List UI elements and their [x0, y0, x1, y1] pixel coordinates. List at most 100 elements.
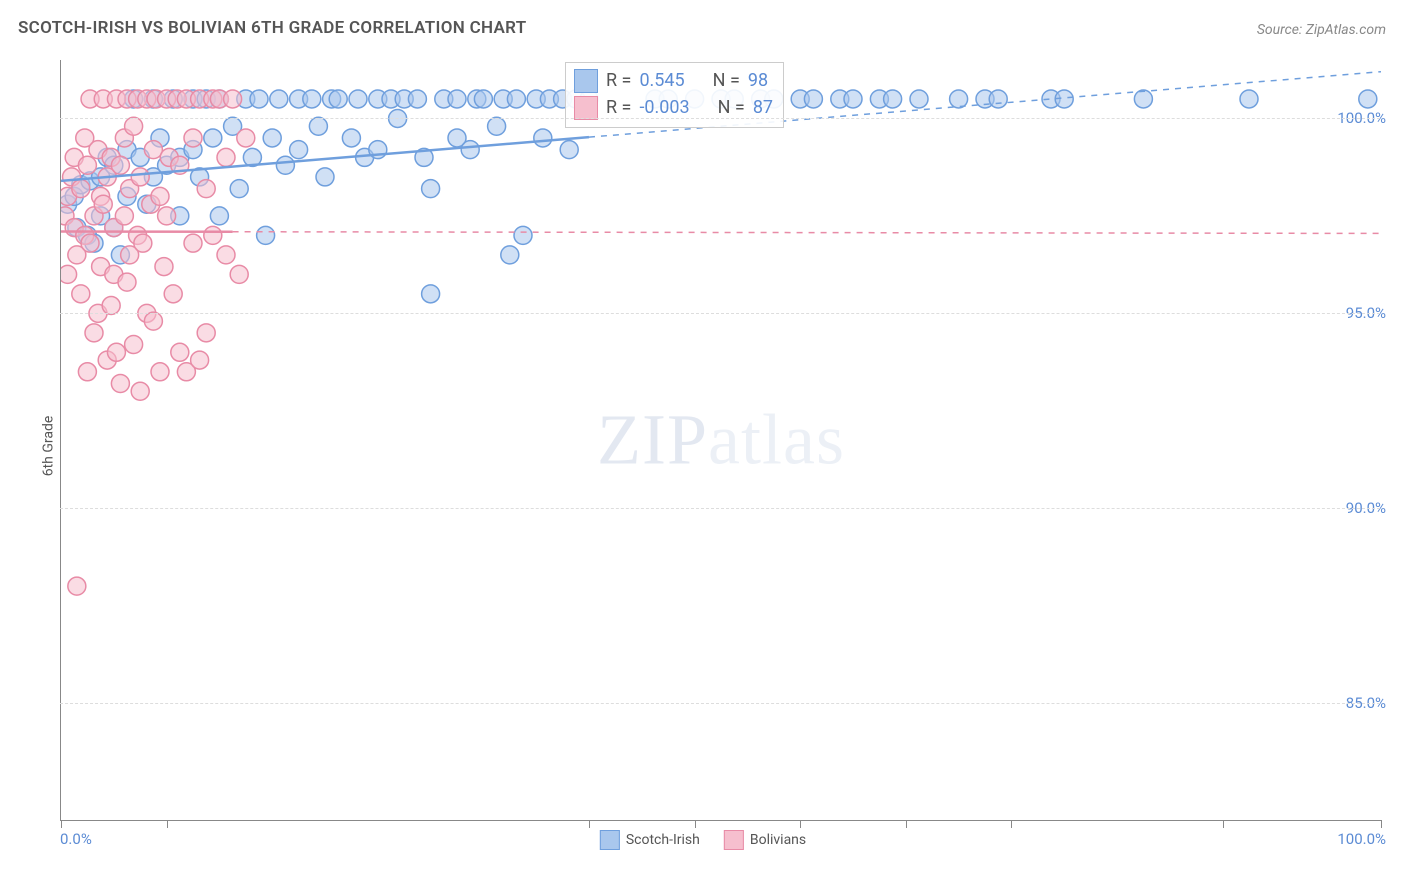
scatter-point	[78, 363, 96, 381]
scatter-point	[151, 363, 169, 381]
stats-row-0: R = 0.545 N = 98	[574, 67, 773, 94]
x-tick	[906, 820, 907, 828]
scatter-point	[1240, 90, 1258, 108]
scatter-point	[474, 90, 492, 108]
stats-n-label-0: N =	[713, 67, 740, 94]
x-tick	[1223, 820, 1224, 828]
x-tick	[61, 820, 62, 828]
scatter-point	[224, 90, 242, 108]
scatter-point	[303, 90, 321, 108]
legend-label-1: Bolivians	[750, 832, 806, 848]
scatter-point	[171, 343, 189, 361]
scatter-point	[290, 141, 308, 159]
scatter-point	[85, 324, 103, 342]
scatter-point	[507, 90, 525, 108]
scatter-point	[488, 117, 506, 135]
scatter-point	[144, 312, 162, 330]
scatter-point	[111, 374, 129, 392]
scatter-point	[191, 351, 209, 369]
legend-item-0: Scotch-Irish	[600, 830, 700, 850]
stats-r-value-0: 0.545	[639, 67, 684, 94]
stats-n-label-1: N =	[718, 94, 745, 121]
scatter-point	[560, 141, 578, 159]
scatter-point	[217, 148, 235, 166]
scatter-point	[276, 156, 294, 174]
scatter-point	[844, 90, 862, 108]
x-tick	[695, 820, 696, 828]
regression-line-dashed	[233, 232, 1381, 234]
x-tick	[800, 820, 801, 828]
scatter-point	[989, 90, 1007, 108]
scatter-point	[131, 168, 149, 186]
scatter-point	[316, 168, 334, 186]
scatter-point	[118, 273, 136, 291]
x-tick	[589, 820, 590, 828]
stats-r-label-0: R =	[606, 67, 631, 94]
y-axis-label: 6th Grade	[40, 416, 56, 477]
chart-title: SCOTCH-IRISH VS BOLIVIAN 6TH GRADE CORRE…	[18, 18, 526, 38]
scatter-point	[151, 187, 169, 205]
scatter-point	[134, 234, 152, 252]
scatter-point	[514, 226, 532, 244]
x-tick-label-max: 100.0%	[1337, 830, 1386, 848]
stats-swatch-0	[574, 69, 598, 93]
scatter-point	[501, 246, 519, 264]
scatter-point	[422, 180, 440, 198]
scatter-point	[158, 207, 176, 225]
scatter-svg	[61, 60, 1381, 820]
scatter-point	[68, 577, 86, 595]
scatter-point	[448, 90, 466, 108]
stats-n-value-0: 98	[748, 67, 768, 94]
scatter-point	[72, 285, 90, 303]
gridline-h	[60, 118, 1380, 119]
scatter-point	[950, 90, 968, 108]
gridline-h	[60, 508, 1380, 509]
scatter-point	[257, 226, 275, 244]
scatter-point	[197, 324, 215, 342]
scatter-point	[78, 156, 96, 174]
legend-item-1: Bolivians	[724, 830, 806, 850]
scatter-point	[72, 180, 90, 198]
scatter-point	[230, 180, 248, 198]
scatter-point	[910, 90, 928, 108]
bottom-legend: Scotch-Irish Bolivians	[600, 830, 806, 850]
scatter-point	[131, 382, 149, 400]
scatter-point	[884, 90, 902, 108]
scatter-point	[102, 297, 120, 315]
scatter-point	[81, 234, 99, 252]
scatter-point	[309, 117, 327, 135]
scatter-point	[408, 90, 426, 108]
scatter-point	[461, 141, 479, 159]
scatter-point	[115, 207, 133, 225]
gridline-h	[60, 703, 1380, 704]
scatter-point	[349, 90, 367, 108]
scatter-point	[111, 156, 129, 174]
scatter-point	[804, 90, 822, 108]
scatter-point	[1134, 90, 1152, 108]
scatter-point	[197, 180, 215, 198]
scatter-point	[61, 265, 77, 283]
stats-row-1: R = -0.003 N = 87	[574, 94, 773, 121]
legend-label-0: Scotch-Irish	[626, 832, 700, 848]
plot-area: ZIPatlas	[60, 60, 1381, 821]
scatter-point	[230, 265, 248, 283]
scatter-point	[422, 285, 440, 303]
scatter-point	[237, 129, 255, 147]
x-tick	[1011, 820, 1012, 828]
scatter-point	[263, 129, 281, 147]
x-tick-label-min: 0.0%	[60, 830, 92, 848]
gridline-h	[60, 313, 1380, 314]
source-attribution: Source: ZipAtlas.com	[1257, 22, 1386, 38]
legend-swatch-0	[600, 830, 620, 850]
scatter-point	[204, 129, 222, 147]
scatter-point	[125, 117, 143, 135]
scatter-point	[210, 207, 228, 225]
scatter-point	[107, 343, 125, 361]
stats-swatch-1	[574, 96, 598, 120]
scatter-point	[270, 90, 288, 108]
scatter-point	[1359, 90, 1377, 108]
stats-n-value-1: 87	[753, 94, 773, 121]
scatter-point	[250, 90, 268, 108]
scatter-point	[155, 258, 173, 276]
legend-swatch-1	[724, 830, 744, 850]
